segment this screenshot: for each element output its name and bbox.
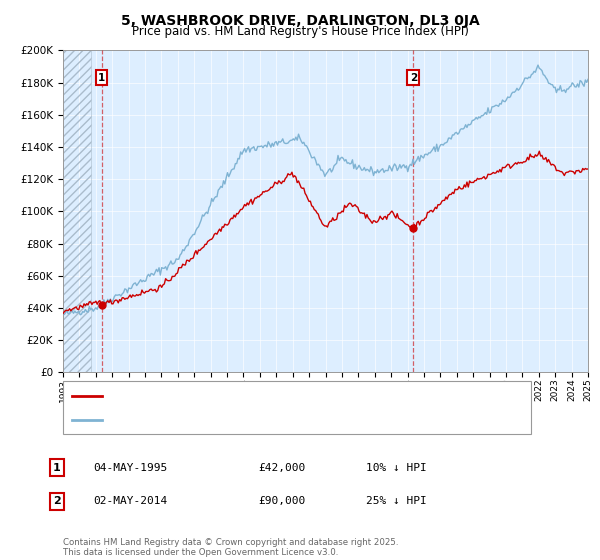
Text: 2: 2 [53,496,61,506]
Text: 1: 1 [98,73,105,83]
Text: 02-MAY-2014: 02-MAY-2014 [93,496,167,506]
Text: 04-MAY-1995: 04-MAY-1995 [93,463,167,473]
Text: HPI: Average price, semi-detached house, Darlington: HPI: Average price, semi-detached house,… [108,415,367,425]
Text: 10% ↓ HPI: 10% ↓ HPI [366,463,427,473]
Text: 5, WASHBROOK DRIVE, DARLINGTON, DL3 0JA: 5, WASHBROOK DRIVE, DARLINGTON, DL3 0JA [121,14,479,28]
Text: 1: 1 [53,463,61,473]
Text: £42,000: £42,000 [258,463,305,473]
Text: Contains HM Land Registry data © Crown copyright and database right 2025.
This d: Contains HM Land Registry data © Crown c… [63,538,398,557]
Text: £90,000: £90,000 [258,496,305,506]
Text: 5, WASHBROOK DRIVE, DARLINGTON, DL3 0JA (semi-detached house): 5, WASHBROOK DRIVE, DARLINGTON, DL3 0JA … [108,391,449,401]
Text: 2: 2 [410,73,417,83]
Text: 25% ↓ HPI: 25% ↓ HPI [366,496,427,506]
Text: Price paid vs. HM Land Registry's House Price Index (HPI): Price paid vs. HM Land Registry's House … [131,25,469,38]
